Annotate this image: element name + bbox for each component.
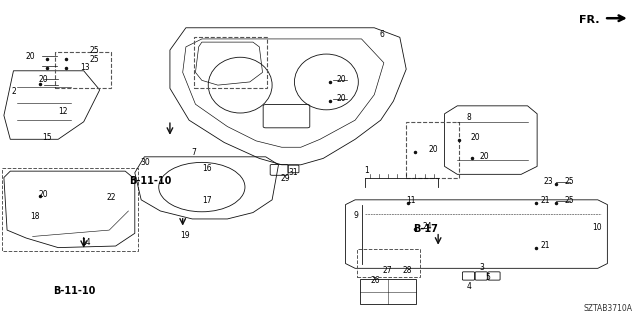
- Text: 15: 15: [42, 132, 52, 141]
- Text: 5: 5: [486, 273, 490, 282]
- Text: 8: 8: [467, 114, 471, 123]
- Text: 25: 25: [90, 45, 99, 55]
- Text: 20: 20: [38, 190, 48, 199]
- Text: B-11-10: B-11-10: [53, 286, 95, 296]
- Text: SZTAB3710A: SZTAB3710A: [584, 304, 633, 313]
- Text: 3: 3: [479, 263, 484, 272]
- Text: 20: 20: [26, 52, 36, 61]
- Text: FR.: FR.: [579, 15, 599, 25]
- Text: B-17: B-17: [413, 223, 438, 234]
- Text: 14: 14: [81, 238, 90, 247]
- Text: B-11-10: B-11-10: [129, 176, 172, 186]
- Text: 16: 16: [202, 164, 212, 173]
- Text: 12: 12: [58, 107, 68, 116]
- Text: 25: 25: [90, 54, 99, 63]
- Text: 19: 19: [180, 231, 189, 240]
- Text: 6: 6: [380, 30, 385, 39]
- Text: 25: 25: [564, 177, 574, 186]
- Text: 23: 23: [544, 177, 554, 186]
- Text: 28: 28: [402, 266, 412, 276]
- Text: 11: 11: [406, 196, 416, 205]
- Text: 26: 26: [370, 276, 380, 285]
- Text: 20: 20: [336, 75, 346, 84]
- Text: 31: 31: [289, 168, 298, 177]
- Text: 13: 13: [80, 63, 90, 72]
- Text: 18: 18: [30, 212, 39, 221]
- Text: 1: 1: [364, 166, 369, 175]
- Text: 21: 21: [541, 241, 550, 250]
- Text: 22: 22: [106, 193, 116, 202]
- Text: 27: 27: [383, 266, 392, 276]
- Text: 20: 20: [336, 94, 346, 103]
- Text: 25: 25: [564, 196, 574, 205]
- Text: 9: 9: [353, 211, 358, 220]
- Text: 20: 20: [480, 152, 490, 161]
- Text: 7: 7: [192, 148, 196, 157]
- Text: 10: 10: [592, 223, 602, 232]
- Text: 21: 21: [541, 196, 550, 205]
- Text: 4: 4: [467, 282, 471, 291]
- Text: 17: 17: [202, 196, 212, 205]
- Text: 30: 30: [140, 158, 150, 167]
- Text: 24: 24: [422, 222, 432, 231]
- Text: 2: 2: [11, 87, 16, 96]
- Text: 20: 20: [470, 132, 480, 141]
- Text: 20: 20: [38, 75, 48, 84]
- Text: 20: 20: [429, 145, 438, 154]
- Text: 29: 29: [281, 174, 291, 183]
